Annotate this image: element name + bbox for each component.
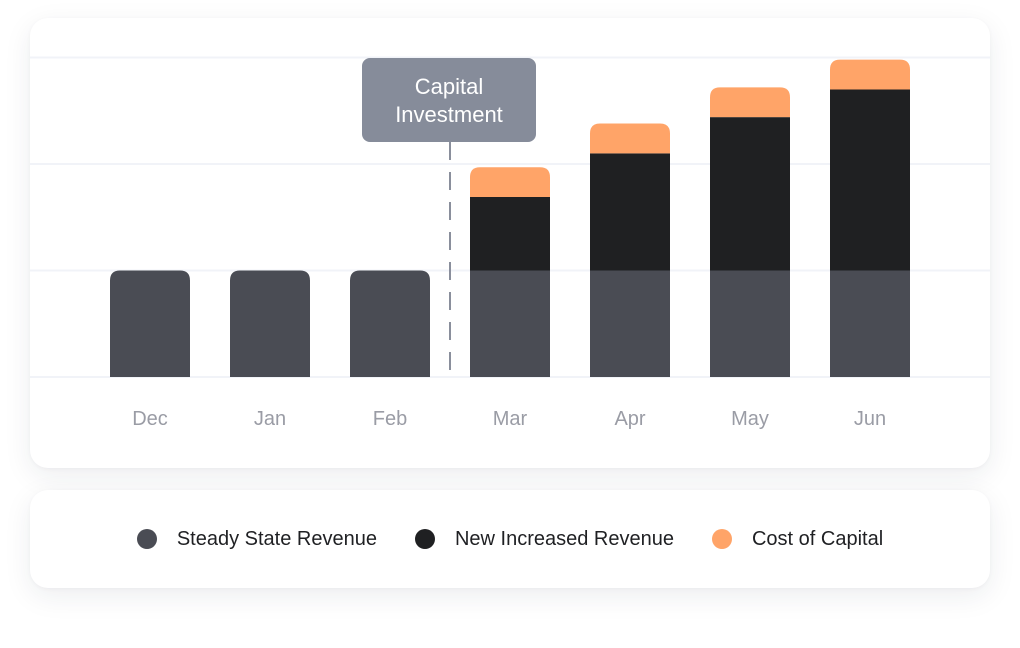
x-tick-label-may: May: [731, 408, 769, 430]
bar-segment-cost-of-capital-mar: [470, 167, 550, 198]
bar-segment-new-increased-revenue-may: [710, 117, 790, 271]
legend-swatch-new-increased: [414, 529, 435, 549]
x-tick-label-apr: Apr: [614, 408, 645, 430]
x-tick-label-jan: Jan: [254, 408, 286, 430]
legend-label: Steady State Revenue: [176, 527, 377, 550]
bars: [110, 59, 910, 377]
bar-segment-cost-of-capital-apr: [590, 123, 670, 154]
legend-item-cost-of-capital: Cost of Capital: [711, 527, 884, 551]
x-tick-label-dec: Dec: [132, 408, 168, 430]
bar-segment-new-increased-revenue-apr: [590, 153, 670, 271]
x-axis-tick-labels: Dec Jan Feb Mar Apr May Jun: [132, 408, 886, 430]
bar-segment-cost-of-capital-may: [710, 87, 790, 118]
bar-segment-steady-state-revenue-jan: [230, 270, 310, 377]
legend-item-steady-state-revenue: Steady State Revenue: [136, 527, 377, 551]
legend-swatch-cost-of-capital: [711, 529, 732, 549]
bar-segment-cost-of-capital-jun: [830, 59, 910, 90]
legend: Steady State Revenue New Increased Reven…: [30, 490, 990, 588]
bar-segment-steady-state-revenue-may: [710, 270, 790, 377]
legend-swatch-steady-state: [136, 529, 157, 549]
annotation-label-box: [362, 58, 536, 142]
legend-label: New Increased Revenue: [454, 527, 674, 550]
bar-segment-new-increased-revenue-mar: [470, 197, 550, 271]
bar-segment-steady-state-revenue-dec: [110, 270, 190, 377]
annotation-label-line1: Capital: [415, 74, 483, 99]
bar-segment-steady-state-revenue-apr: [590, 270, 670, 377]
chart-card: Capital Investment Dec Jan Feb Mar Apr May Jun: [30, 18, 990, 468]
bar-segment-steady-state-revenue-feb: [350, 270, 430, 377]
bar-segment-steady-state-revenue-mar: [470, 270, 550, 377]
bar-segment-steady-state-revenue-jun: [830, 270, 910, 377]
x-tick-label-mar: Mar: [493, 408, 528, 430]
annotation-label-line2: Investment: [395, 102, 503, 127]
x-tick-label-feb: Feb: [373, 408, 407, 430]
capital-investment-annotation: Capital Investment: [362, 58, 536, 377]
x-tick-label-jun: Jun: [854, 408, 886, 430]
stacked-bar-chart: Capital Investment Dec Jan Feb Mar Apr May Jun: [30, 56, 990, 430]
legend-label: Cost of Capital: [751, 527, 884, 550]
bar-segment-new-increased-revenue-jun: [830, 89, 910, 271]
legend-item-new-increased-revenue: New Increased Revenue: [414, 527, 674, 551]
legend-card: Steady State Revenue New Increased Reven…: [30, 490, 990, 588]
